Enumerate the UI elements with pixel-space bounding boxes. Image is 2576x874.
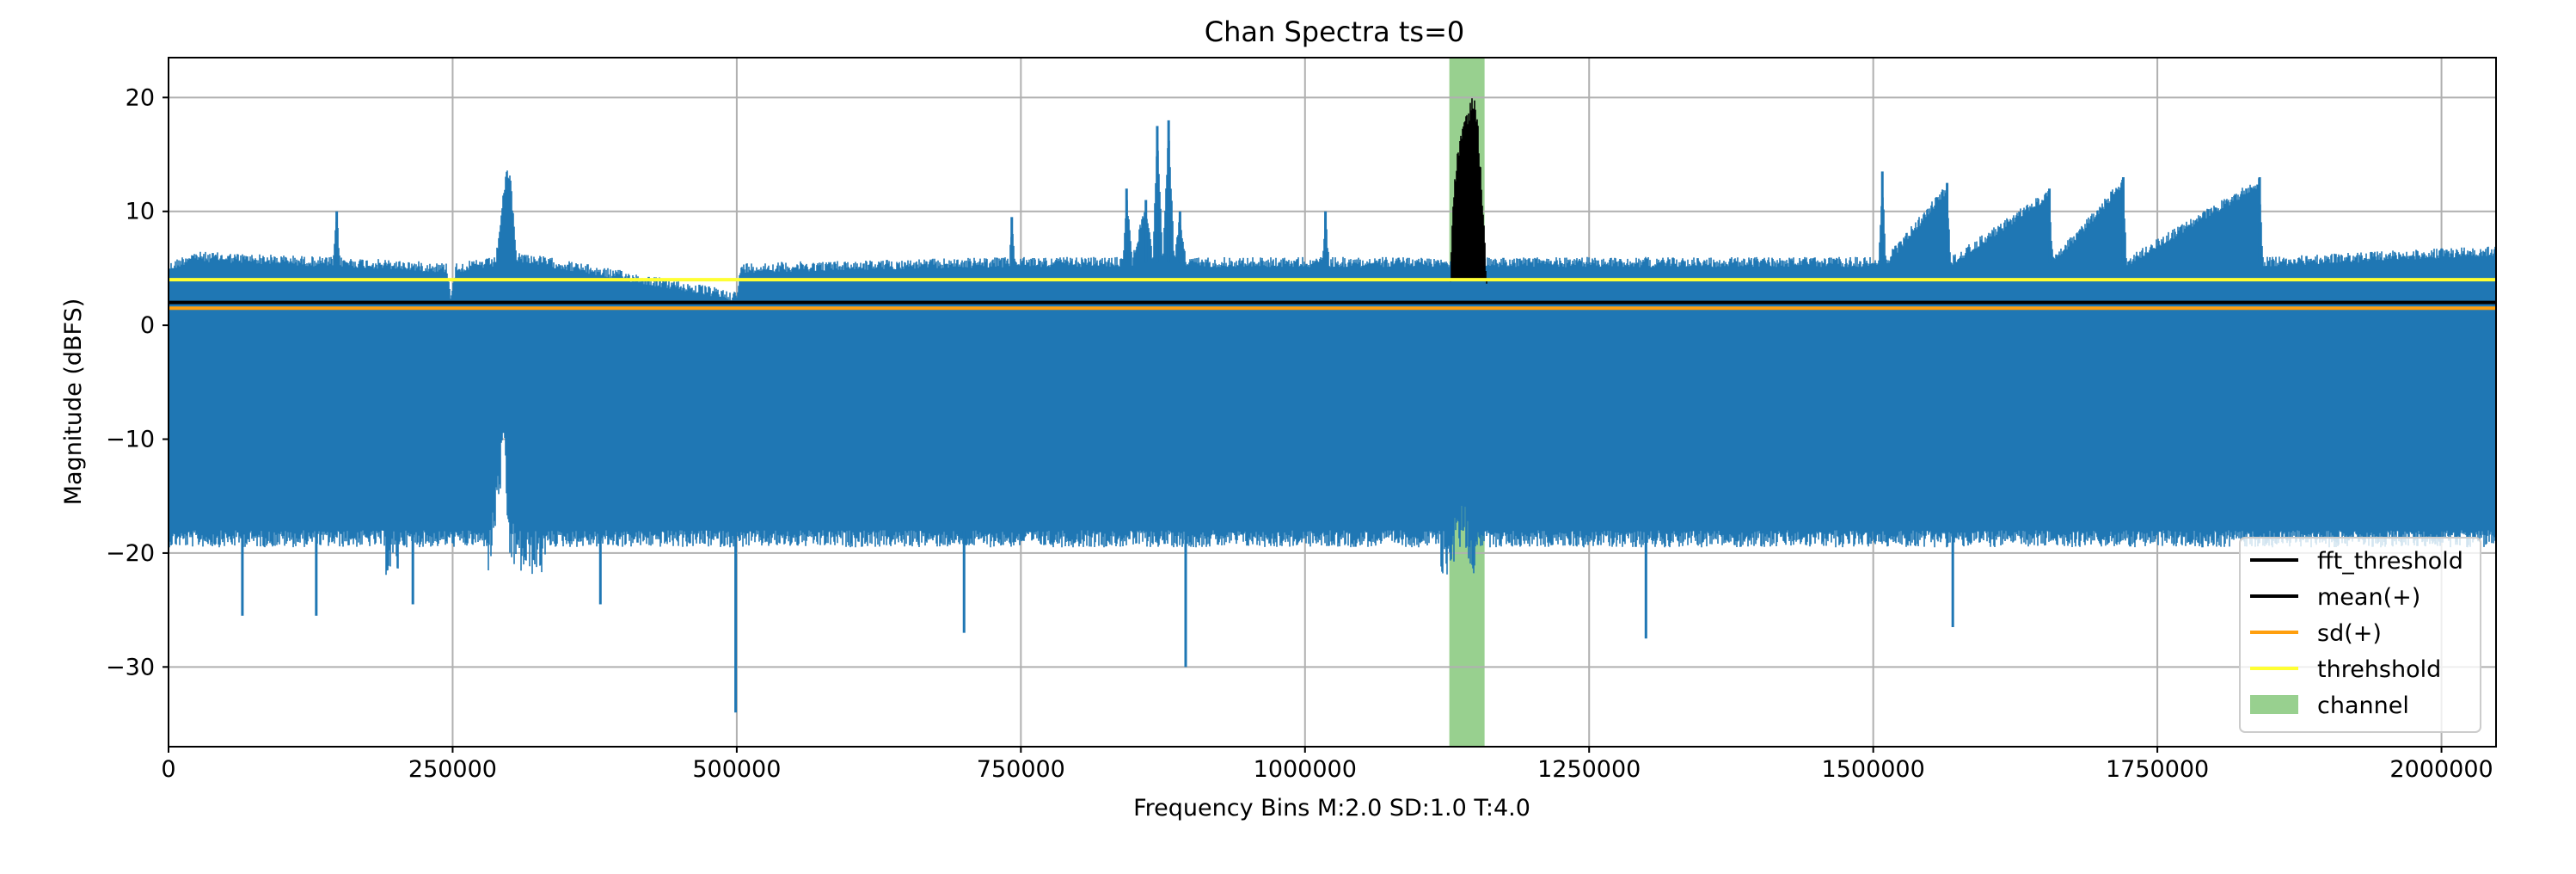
x-tick-label: 0 (161, 756, 175, 783)
y-tick-label: 20 (126, 84, 155, 111)
y-axis-label: Magnitude (dBFS) (60, 299, 87, 506)
x-tick-label: 250000 (408, 756, 497, 783)
plot-frame (168, 57, 2497, 748)
legend-label-mean: mean(+) (2317, 584, 2420, 611)
x-tick-label: 1250000 (1537, 756, 1641, 783)
legend-swatch-channel (2250, 695, 2298, 714)
y-tick-label: −30 (106, 654, 155, 680)
y-tick-label: −10 (106, 427, 155, 453)
legend-label-sd: sd(+) (2317, 620, 2382, 647)
x-tick-label: 500000 (692, 756, 781, 783)
chart-title: Chan Spectra ts=0 (1205, 15, 1464, 48)
legend-label-channel: channel (2317, 692, 2409, 719)
legend-label-fft_threshold: fft_threshold (2317, 548, 2463, 575)
y-tick-label: 10 (126, 199, 155, 225)
plot-area: 0 250000 500000 750000 1000000 1250000 1500000… (106, 57, 2497, 783)
x-axis-label: Frequency Bins M:2.0 SD:1.0 T:4.0 (1133, 795, 1530, 822)
x-tick-label: 1750000 (2106, 756, 2209, 783)
legend: fft_threshold mean(+) sd(+) threhshold chann… (2239, 537, 2481, 733)
x-tick-label: 1000000 (1254, 756, 1357, 783)
x-tick-label: 2000000 (2389, 756, 2493, 783)
legend-label-threhshold: threhshold (2317, 656, 2441, 683)
legend-box (2239, 537, 2481, 733)
x-tick-label: 750000 (977, 756, 1065, 783)
x-tick-label: 1500000 (1822, 756, 1925, 783)
y-tick-label: 0 (140, 312, 155, 339)
y-tick-label: −20 (106, 540, 155, 567)
spectrum-series (169, 133, 2496, 575)
